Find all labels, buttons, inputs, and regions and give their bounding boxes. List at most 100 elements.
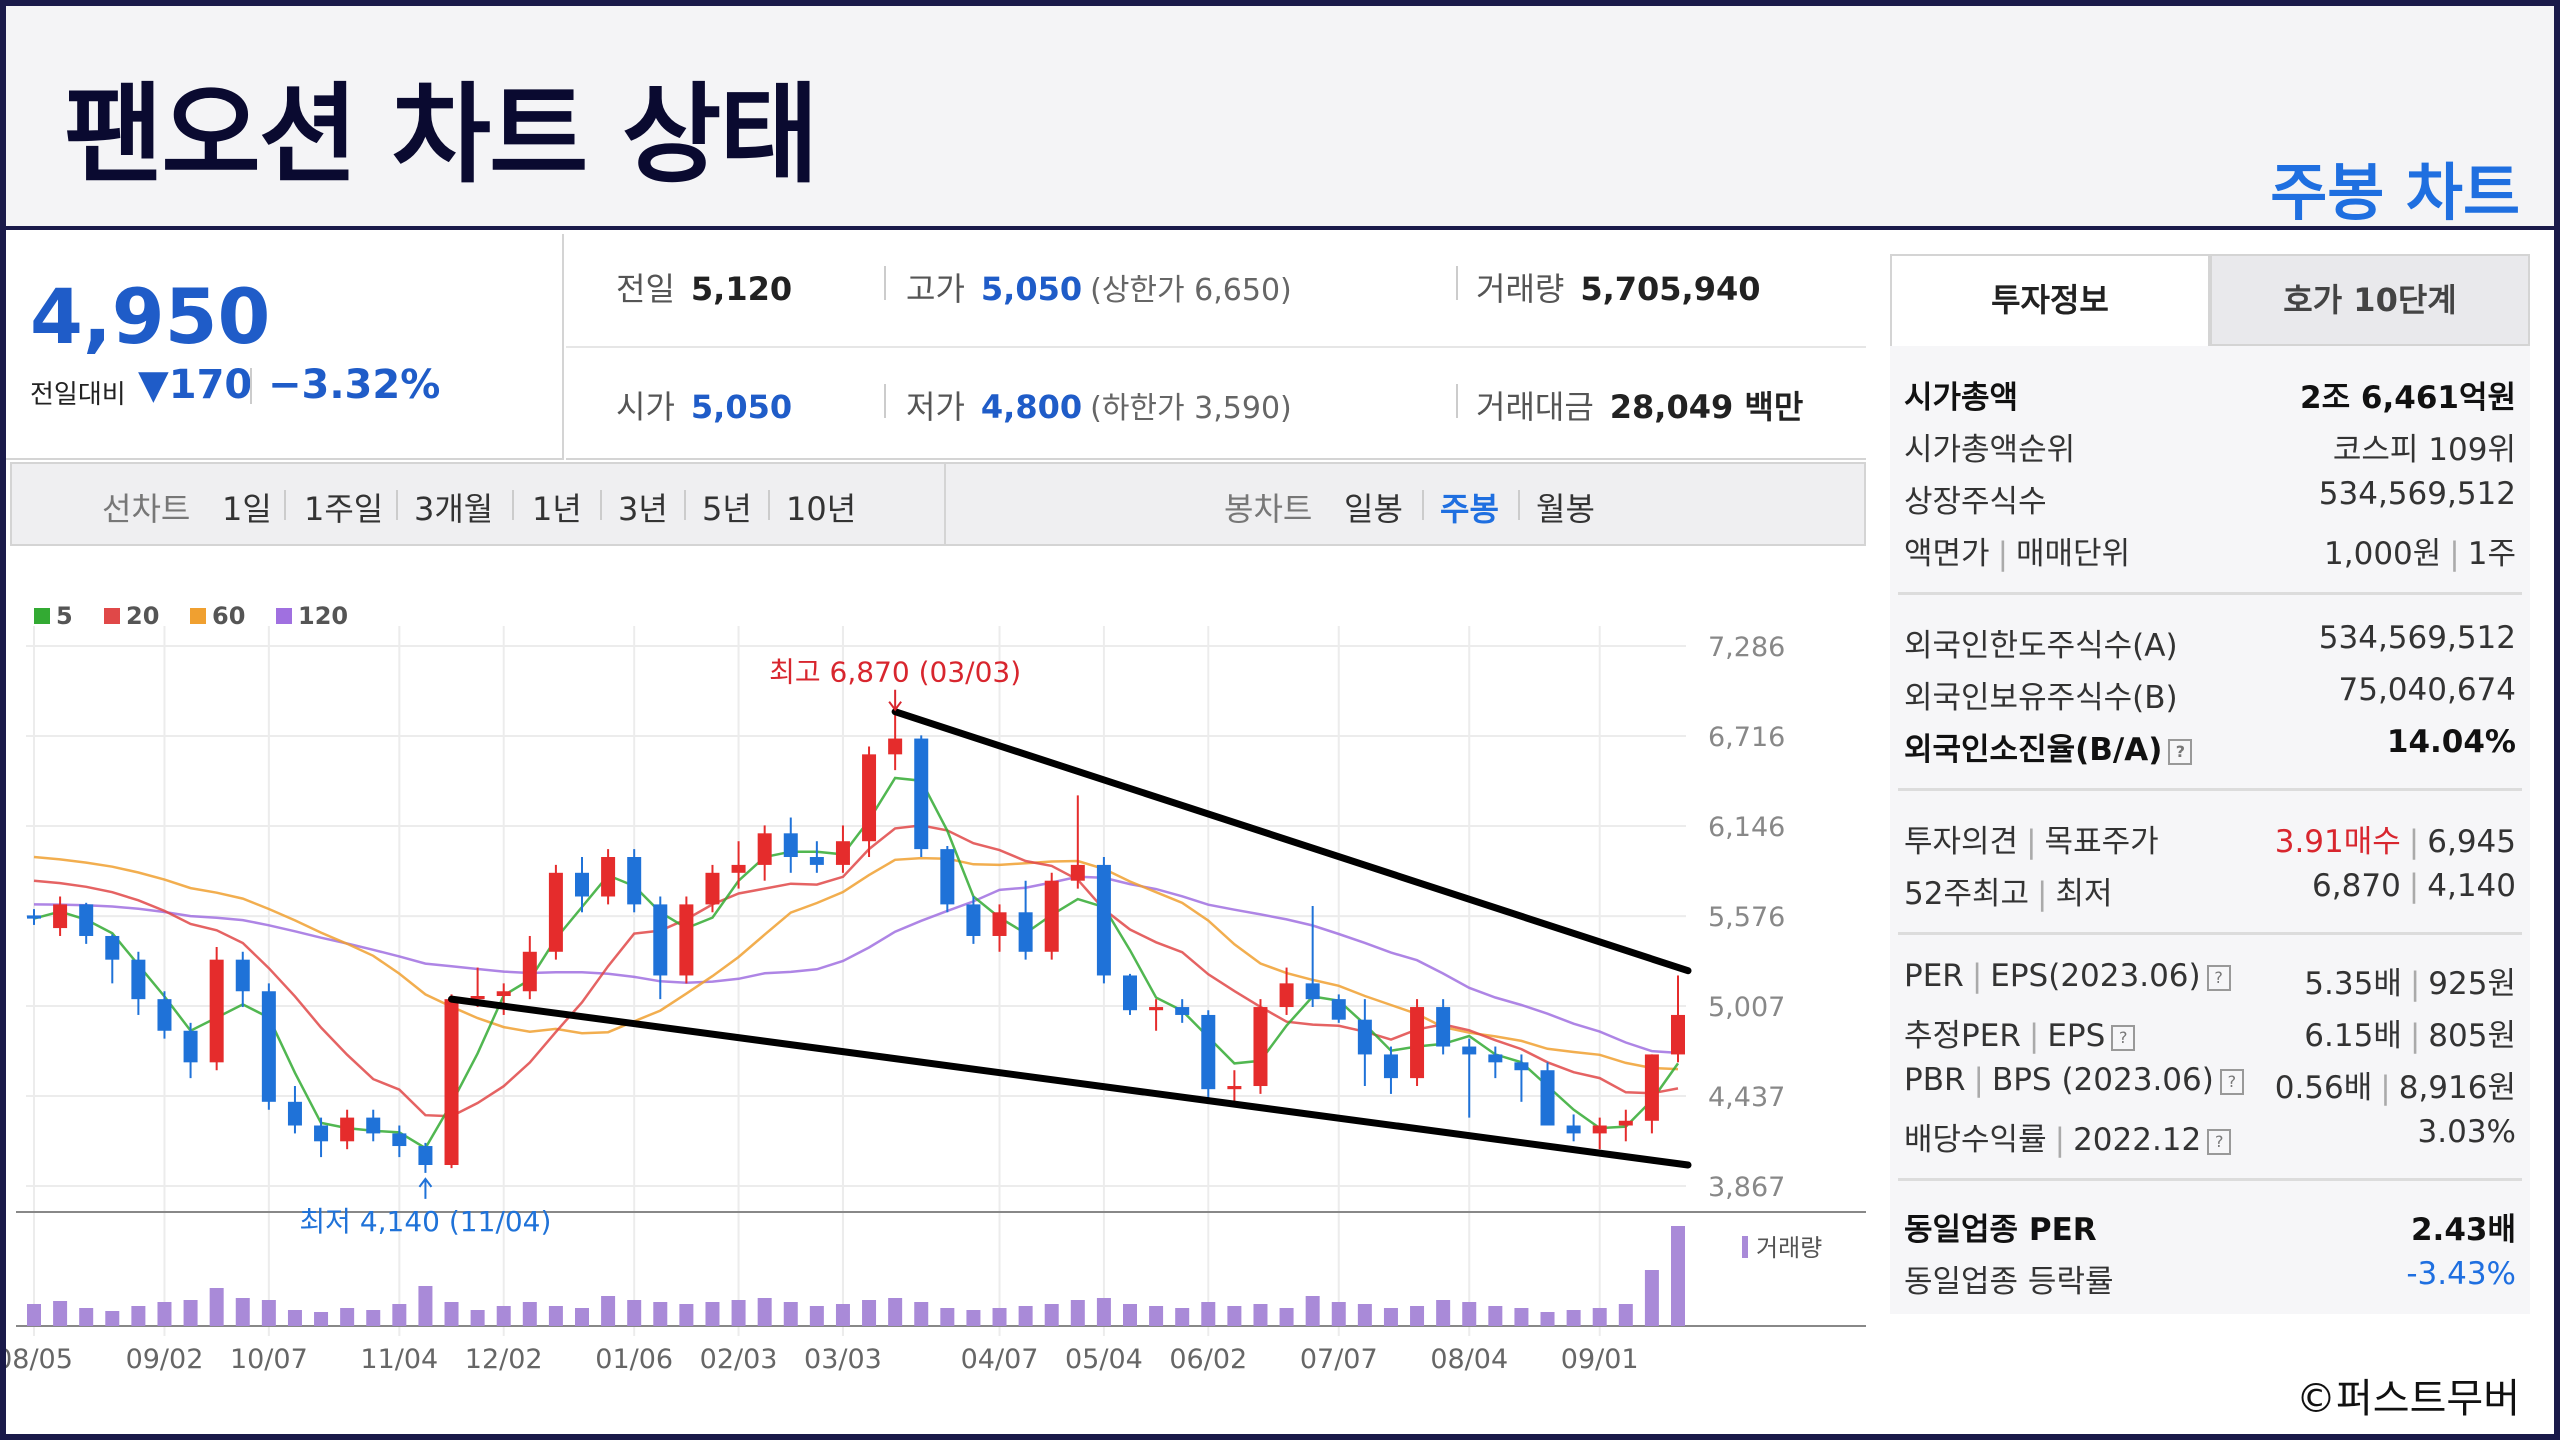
volume-bar <box>705 1302 720 1326</box>
period-1w[interactable]: 1주일 <box>304 490 384 528</box>
volume-bar <box>1618 1304 1633 1326</box>
help-icon[interactable]: ? <box>2219 1068 2244 1095</box>
volume-bar <box>1331 1302 1346 1326</box>
eps-label: EPS(2023.06) <box>1990 958 2201 994</box>
chart-annotations: 최고 6,870 (03/03) 최저 4,140 (11/04) <box>299 656 1021 1238</box>
candle-body <box>1044 880 1059 952</box>
tab-quote-10-levels[interactable]: 호가 10단계 <box>2210 254 2530 346</box>
volume-bar <box>1410 1306 1425 1326</box>
volume-bar <box>183 1300 198 1326</box>
section-divider <box>1898 592 2522 595</box>
candle-body <box>783 833 798 858</box>
candle-body <box>1410 1007 1425 1079</box>
candle-body <box>548 872 563 952</box>
market-cap-label: 시가총액 <box>1904 380 2019 416</box>
candle-body <box>1462 1046 1477 1055</box>
period-separator <box>512 490 514 520</box>
candle-body <box>705 872 720 905</box>
period-3m[interactable]: 3개월 <box>414 490 494 528</box>
page-frame: 팬오션 차트 상태 주봉 차트 4,950 전일대비 ▼170 −3.32% 전… <box>6 6 2554 1434</box>
candle-body <box>418 1146 433 1165</box>
volume-bar <box>105 1311 120 1326</box>
candle-body <box>1644 1054 1659 1121</box>
volume-bar <box>940 1308 955 1326</box>
volume-bar <box>679 1304 694 1326</box>
help-icon[interactable]: ? <box>2111 1024 2136 1051</box>
volume-bar <box>1070 1300 1085 1326</box>
volume-bar <box>1305 1296 1320 1326</box>
est-per-value: 6.15배 <box>2304 1018 2402 1054</box>
x-tick-label: 12/02 <box>465 1344 543 1375</box>
market-cap-value: 2조 6,461억원 <box>2300 380 2516 416</box>
period-5y[interactable]: 5년 <box>702 490 752 528</box>
volume-bar <box>1540 1312 1555 1326</box>
help-icon[interactable]: ? <box>2168 738 2193 765</box>
legend-label: 20 <box>126 602 159 630</box>
foreign-hold-label: 외국인보유주식수(B) <box>1904 680 2178 716</box>
candle-body <box>287 1101 302 1126</box>
period-1y[interactable]: 1년 <box>532 490 582 528</box>
dividend-label: 배당수익률 <box>1904 1122 2047 1158</box>
candle-body <box>1253 1007 1268 1087</box>
volume-bar <box>1175 1308 1190 1326</box>
volume-bar <box>1279 1308 1294 1326</box>
x-tick-label: 09/02 <box>126 1344 204 1375</box>
volume-bar <box>914 1302 929 1326</box>
volume-bar <box>888 1298 903 1326</box>
volume-bar <box>1096 1298 1111 1326</box>
candle-body <box>888 738 903 755</box>
volume-bars: 거래량 <box>27 1226 1822 1326</box>
par-value-label: 액면가 <box>1904 536 1990 572</box>
period-10y[interactable]: 10년 <box>786 490 857 528</box>
tab-investment-info[interactable]: 투자정보 <box>1890 254 2210 346</box>
help-icon[interactable]: ? <box>2207 1128 2232 1155</box>
x-tick-label: 01/06 <box>595 1344 673 1375</box>
stat-separator <box>884 266 886 300</box>
candle-body <box>157 999 172 1031</box>
help-icon[interactable]: ? <box>2206 964 2231 991</box>
volume-bar <box>1462 1302 1477 1326</box>
lower-trendline <box>448 995 1692 1169</box>
candle-body <box>835 841 850 865</box>
candle-body <box>209 959 224 1063</box>
candle-body <box>914 738 929 850</box>
candle-body <box>1592 1125 1607 1134</box>
volume-bar <box>261 1300 276 1326</box>
candle-body <box>575 872 589 897</box>
candle-body <box>131 959 146 1000</box>
stat-separator <box>1456 384 1458 418</box>
w52-low-label: 최저 <box>2055 876 2113 912</box>
candle-body <box>1618 1120 1633 1126</box>
candle-body <box>1671 1014 1685 1055</box>
bps-value: 8,916원 <box>2398 1070 2516 1106</box>
stat-separator <box>884 384 886 418</box>
period-3y[interactable]: 3년 <box>618 490 668 528</box>
x-tick-label: 04/07 <box>961 1344 1039 1375</box>
period-separator <box>284 490 286 520</box>
section-divider <box>1898 1178 2522 1181</box>
y-tick-label: 5,576 <box>1708 902 1785 933</box>
volume-bar <box>444 1302 459 1326</box>
candle-monthly[interactable]: 월봉 <box>1536 490 1595 528</box>
period-1d[interactable]: 1일 <box>222 490 272 528</box>
foreign-limit-label: 외국인한도주식수(A) <box>1904 628 2178 664</box>
volume-legend-label: 거래량 <box>1756 1234 1822 1262</box>
volume-bar <box>809 1306 824 1326</box>
candle-body <box>1514 1062 1529 1071</box>
candle-weekly[interactable]: 주봉 <box>1440 490 1499 528</box>
candle-body <box>1305 983 1320 1000</box>
volume-bar <box>418 1286 433 1326</box>
stat-high-label: 고가 <box>906 270 965 308</box>
volume-bar <box>783 1302 798 1326</box>
volume-bar <box>470 1310 485 1326</box>
candle-body <box>522 951 537 992</box>
change-value: ▼170 <box>138 362 253 408</box>
volume-bar <box>627 1300 642 1326</box>
high-annotation: 최고 6,870 (03/03) <box>769 656 1021 689</box>
candle-daily[interactable]: 일봉 <box>1344 490 1403 528</box>
candle-body <box>1149 1007 1164 1011</box>
est-per-label: 추정PER <box>1904 1018 2021 1054</box>
candle-body <box>366 1117 381 1134</box>
candle-body <box>444 999 459 1165</box>
ma-120-line <box>33 875 1679 1055</box>
